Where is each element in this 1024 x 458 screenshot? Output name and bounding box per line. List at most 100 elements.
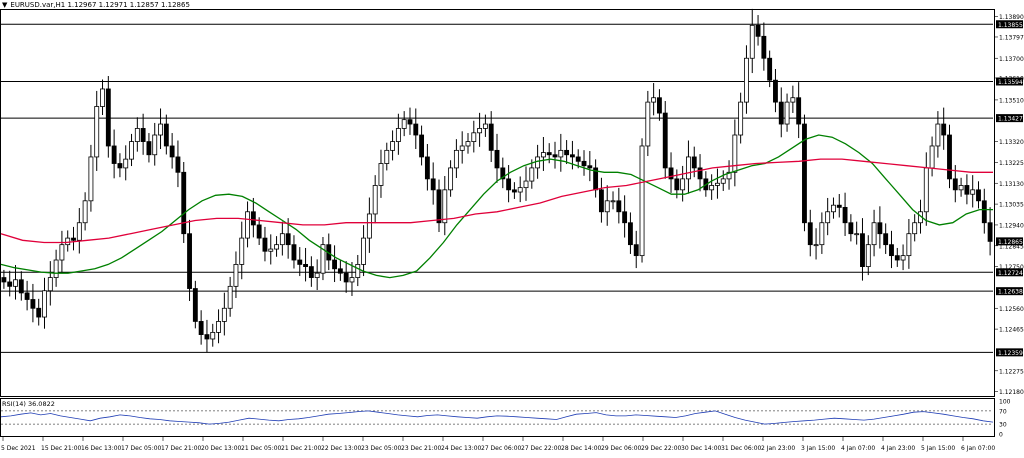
candle-body (355, 264, 361, 278)
candle-body (825, 211, 831, 224)
candle-body (952, 178, 958, 191)
level-tag-label: 1.13594 (998, 79, 1023, 86)
candle-body (657, 97, 662, 114)
price-label: 1.13797 (999, 34, 1024, 41)
candle-body (668, 167, 674, 180)
candle-body (755, 24, 761, 37)
candle-body (390, 141, 396, 151)
price-label: 1.12750 (999, 264, 1024, 271)
candle-body (529, 167, 535, 182)
candle-body (540, 152, 546, 158)
price-label: 1.12845 (999, 243, 1024, 250)
level-tag (996, 77, 1023, 86)
time-label: 27 Dec 06:00 (481, 445, 522, 452)
moving-averages (0, 134, 993, 279)
candle-body (268, 248, 274, 252)
candle-body (378, 163, 384, 186)
candle-body (18, 279, 24, 294)
candle-body (860, 233, 865, 268)
price-label: 1.13610 (999, 75, 1024, 82)
candle-body (494, 149, 500, 169)
candle-body (831, 204, 836, 213)
candle-body (465, 141, 471, 147)
candle-body (929, 145, 935, 169)
candle-body (129, 141, 134, 160)
candle-body (146, 141, 152, 156)
symbol-header: ▼ EURUSD.var,H1 1.12967 1.12971 1.12857 … (2, 1, 190, 9)
candle-body (488, 123, 494, 151)
candle-body (163, 123, 169, 147)
candle-body (552, 154, 558, 158)
candle-body (697, 167, 703, 180)
rsi-level-label: 100 (999, 399, 1011, 406)
candle-body (535, 156, 541, 169)
price-axis[interactable]: 1.13890 1.13797 1.13700 1.13610 1.13510 1.133… (995, 14, 1024, 396)
candle-body (715, 182, 720, 186)
candle-body (848, 222, 854, 235)
price-label: 1.12940 (999, 222, 1024, 229)
price-label: 1.13130 (999, 181, 1024, 188)
candle-body (303, 264, 308, 268)
candle-body (796, 97, 802, 125)
candle-body (482, 123, 488, 129)
candle-body (517, 187, 523, 193)
candle-body (894, 255, 900, 261)
level-tag-label: 1.13427 (998, 116, 1023, 123)
time-label: 29 Dec 06:00 (601, 445, 642, 452)
candle-body (471, 132, 477, 142)
candle-body (865, 244, 871, 268)
time-axis[interactable]: 5 Dec 2021 15 Dec 21:00 16 Dec 13:00 17 Dec… (1, 437, 995, 452)
candle-body (262, 237, 268, 252)
candle-body (24, 292, 30, 300)
chart-menu-icon[interactable]: ▼ (2, 1, 8, 9)
candle-body (744, 57, 749, 103)
rsi-line (0, 410, 994, 425)
candle-body (639, 145, 645, 257)
candle-body (477, 128, 483, 134)
candle-body (575, 156, 581, 162)
slow-ma-line (0, 158, 993, 244)
candle-body (506, 178, 512, 191)
time-label: 15 Dec 21:00 (41, 445, 82, 452)
candle-body (436, 189, 442, 224)
candle-body (47, 277, 53, 292)
candle-body (912, 222, 918, 235)
main-pane-frame (0, 9, 995, 397)
candle-body (511, 189, 517, 193)
candle-body (947, 134, 952, 180)
price-label: 1.12275 (999, 368, 1024, 375)
candle-body (784, 101, 790, 125)
candle-body (958, 185, 964, 191)
candle-body (152, 134, 158, 156)
candle-body (274, 244, 279, 250)
candle-body (419, 134, 425, 158)
time-label: 4 Jan 07:00 (841, 445, 875, 452)
candle-body (134, 128, 140, 142)
time-label: 31 Dec 06:00 (721, 445, 762, 452)
candle-body (395, 128, 401, 142)
candle-body (790, 97, 796, 103)
candle-body (111, 145, 117, 164)
time-label: 28 Dec 14:00 (561, 445, 602, 452)
candle-body (210, 331, 216, 340)
candle-body (430, 178, 436, 191)
candle-body (854, 233, 860, 236)
time-label: 21 Dec 21:00 (281, 445, 322, 452)
horizontal-levels: 1.13855 1.13594 1.13427 1.12724 1.12638 1.123… (1, 20, 1023, 357)
level-tag (996, 114, 1023, 123)
price-label: 1.12560 (999, 306, 1024, 313)
candle-body (117, 163, 123, 169)
candle-body (871, 222, 877, 246)
rsi-indicator: 100 70 30 0 (0, 399, 1011, 439)
time-label: 22 Dec 13:00 (321, 445, 362, 452)
candle-body (158, 123, 163, 136)
candle-body (94, 106, 100, 158)
price-label: 1.13225 (999, 160, 1024, 167)
candle-body (581, 160, 587, 167)
candle-body (407, 119, 413, 125)
candle-body (82, 200, 88, 224)
candle-body (187, 233, 192, 289)
candle-body (123, 158, 129, 169)
